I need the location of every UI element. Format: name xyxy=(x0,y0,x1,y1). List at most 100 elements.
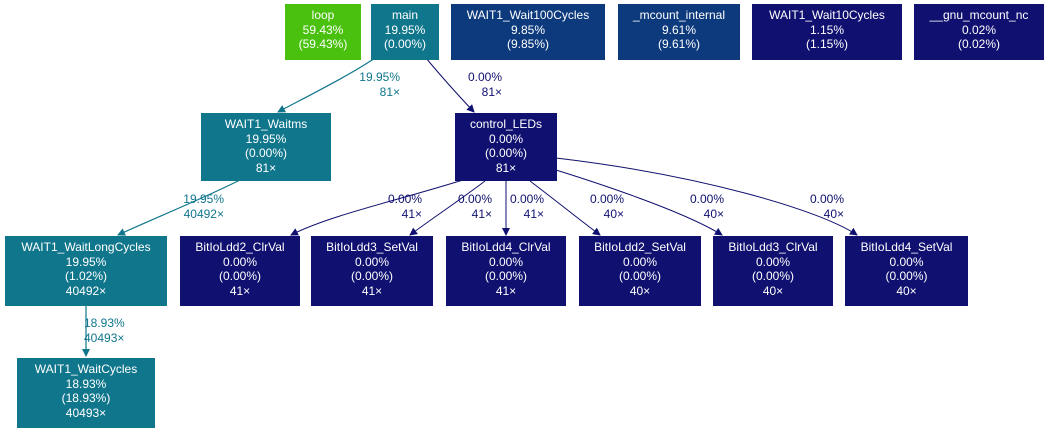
node-gnu-mcount-nc[interactable]: __gnu_mcount_nc 0.02% (0.02%) xyxy=(914,4,1044,60)
node-wait10cycles-name: WAIT1_Wait10Cycles xyxy=(769,8,885,22)
edge-label-main-waitms-calls: 81× xyxy=(379,84,400,99)
node-bitioldd3-setval-calls: 41× xyxy=(361,283,383,298)
node-bitioldd3-clrval-name: BitIoLdd3_ClrVal xyxy=(728,240,818,254)
node-bitioldd4-clrval-total: 0.00% xyxy=(488,254,524,269)
node-wait10cycles[interactable]: WAIT1_Wait10Cycles 1.15% (1.15%) xyxy=(752,4,902,60)
edge-label-control-bit3set: 0.00% 41× xyxy=(446,192,492,221)
node-bitioldd4-clrval-name: BitIoLdd4_ClrVal xyxy=(461,240,551,254)
edge-control-bit3set xyxy=(409,180,486,236)
edge-label-control-bit4set-pct: 0.00% xyxy=(809,192,844,206)
node-bitioldd2-setval-calls: 40× xyxy=(629,283,651,298)
node-control-leds-calls: 81× xyxy=(495,160,517,175)
node-bitioldd3-setval-total: 0.00% xyxy=(354,254,390,269)
edge-label-control-bit2clr-pct: 0.00% xyxy=(387,192,422,206)
node-bitioldd3-clrval[interactable]: BitIoLdd3_ClrVal 0.00% (0.00%) 40× xyxy=(713,236,833,306)
node-bitioldd3-clrval-self: (0.00%) xyxy=(751,269,795,283)
edge-label-control-bit4clr: 0.00% 41× xyxy=(498,192,544,221)
node-mcount-internal[interactable]: _mcount_internal 9.61% (9.61%) xyxy=(618,4,740,60)
node-control-leds-name: control_LEDs xyxy=(469,117,543,131)
node-main[interactable]: main 19.95% (0.00%) xyxy=(371,4,439,60)
node-bitioldd2-clrval[interactable]: BitIoLdd2_ClrVal 0.00% (0.00%) 41× xyxy=(180,236,300,306)
node-bitioldd4-clrval-calls: 41× xyxy=(495,283,517,298)
node-bitioldd3-clrval-total: 0.00% xyxy=(755,254,791,269)
edge-label-control-bit3clr-calls: 40× xyxy=(703,206,724,221)
node-bitioldd4-clrval[interactable]: BitIoLdd4_ClrVal 0.00% (0.00%) 41× xyxy=(446,236,566,306)
edge-waitms-waitlong xyxy=(117,179,241,236)
edge-label-control-bit3clr-pct: 0.00% xyxy=(689,192,724,206)
edge-label-control-bit4set-calls: 40× xyxy=(823,206,844,221)
node-mcount-internal-name: _mcount_internal xyxy=(632,8,726,22)
edge-label-control-bit4clr-calls: 41× xyxy=(523,206,544,221)
node-waitlongcycles-calls: 40492× xyxy=(65,283,107,298)
node-bitioldd4-setval-self: (0.00%) xyxy=(885,269,928,283)
node-loop-name: loop xyxy=(311,8,335,22)
node-waitms-self: (0.00%) xyxy=(244,146,288,160)
edge-label-control-bit2clr: 0.00% 41× xyxy=(376,192,422,221)
edge-main-control-leds xyxy=(425,57,475,113)
node-waitms-calls: 81× xyxy=(255,160,277,175)
node-waitcycles-name: WAIT1_WaitCycles xyxy=(34,362,138,376)
node-bitioldd2-setval[interactable]: BitIoLdd2_SetVal 0.00% (0.00%) 40× xyxy=(579,236,701,306)
node-bitioldd4-setval-total: 0.00% xyxy=(889,254,924,269)
edge-label-control-bit2set-pct: 0.00% xyxy=(589,192,624,206)
edge-label-control-bit3clr: 0.00% 40× xyxy=(678,192,724,221)
node-bitioldd3-setval-self: (0.00%) xyxy=(350,269,394,283)
node-gnu-mcount-nc-self: (0.02%) xyxy=(957,37,1001,51)
edge-control-bit4set xyxy=(555,157,858,236)
node-bitioldd3-clrval-calls: 40× xyxy=(762,283,784,298)
node-control-leds[interactable]: control_LEDs 0.00% (0.00%) 81× xyxy=(455,113,557,181)
node-bitioldd2-setval-self: (0.00%) xyxy=(618,269,662,283)
node-bitioldd4-setval-name: BitIoLdd4_SetVal xyxy=(860,240,953,254)
node-waitms-total: 19.95% xyxy=(245,131,287,146)
node-waitms[interactable]: WAIT1_Waitms 19.95% (0.00%) 81× xyxy=(201,113,331,181)
node-waitlongcycles-total: 19.95% xyxy=(65,254,107,269)
node-loop[interactable]: loop 59.43% (59.43%) xyxy=(285,4,361,60)
edge-main-waitms xyxy=(277,57,376,113)
node-control-leds-total: 0.00% xyxy=(488,131,524,146)
node-loop-self: (59.43%) xyxy=(298,37,348,51)
node-main-name: main xyxy=(391,8,418,22)
node-wait10cycles-self: (1.15%) xyxy=(805,37,849,51)
node-gnu-mcount-nc-name: __gnu_mcount_nc xyxy=(929,8,1029,22)
edge-label-control-bit3set-pct: 0.00% xyxy=(457,192,492,206)
node-bitioldd2-clrval-calls: 41× xyxy=(229,283,251,298)
node-waitms-name: WAIT1_Waitms xyxy=(224,117,308,131)
node-bitioldd3-setval-name: BitIoLdd3_SetVal xyxy=(326,240,418,254)
node-waitcycles-total: 18.93% xyxy=(65,376,107,391)
edge-label-waitlong-waitcycles: 18.93% 40493× xyxy=(84,316,132,345)
node-gnu-mcount-nc-total: 0.02% xyxy=(961,22,997,37)
node-mcount-internal-total: 9.61% xyxy=(661,22,697,37)
edge-label-control-bit2set-calls: 40× xyxy=(603,206,624,221)
edge-label-main-control: 0.00% 81× xyxy=(456,70,502,99)
node-waitlongcycles-name: WAIT1_WaitLongCycles xyxy=(21,240,151,254)
node-bitioldd2-setval-name: BitIoLdd2_SetVal xyxy=(594,240,686,254)
edge-label-waitms-waitlong-pct: 19.95% xyxy=(183,192,224,206)
node-wait100cycles-name: WAIT1_Wait100Cycles xyxy=(466,8,590,22)
node-bitioldd2-clrval-total: 0.00% xyxy=(222,254,258,269)
edge-label-control-bit3set-calls: 41× xyxy=(471,206,492,221)
node-wait100cycles-self: (9.85%) xyxy=(506,37,550,51)
edge-label-waitlong-waitcycles-pct: 18.93% xyxy=(84,316,125,330)
node-bitioldd4-clrval-self: (0.00%) xyxy=(484,269,528,283)
edge-label-control-bit4clr-pct: 0.00% xyxy=(509,192,544,206)
node-waitlongcycles[interactable]: WAIT1_WaitLongCycles 19.95% (1.02%) 4049… xyxy=(5,236,167,306)
node-mcount-internal-self: (9.61%) xyxy=(657,37,701,51)
node-wait10cycles-total: 1.15% xyxy=(809,22,845,37)
edge-label-main-waitms: 19.95% 81× xyxy=(350,70,400,99)
node-main-total: 19.95% xyxy=(384,22,426,37)
node-bitioldd2-setval-total: 0.00% xyxy=(622,254,658,269)
node-waitcycles-calls: 40493× xyxy=(65,405,107,420)
node-bitioldd4-setval[interactable]: BitIoLdd4_SetVal 0.00% (0.00%) 40× xyxy=(845,236,968,306)
edge-label-waitms-waitlong: 19.95% 40492× xyxy=(170,192,224,221)
node-bitioldd4-setval-calls: 40× xyxy=(896,283,917,298)
node-bitioldd3-setval[interactable]: BitIoLdd3_SetVal 0.00% (0.00%) 41× xyxy=(311,236,433,306)
node-waitcycles[interactable]: WAIT1_WaitCycles 18.93% (18.93%) 40493× xyxy=(17,358,155,428)
node-waitlongcycles-self: (1.02%) xyxy=(64,269,108,283)
node-wait100cycles[interactable]: WAIT1_Wait100Cycles 9.85% (9.85%) xyxy=(451,4,605,60)
edge-control-bit3clr xyxy=(555,169,723,236)
node-main-self: (0.00%) xyxy=(383,37,427,51)
edge-label-waitlong-waitcycles-calls: 40493× xyxy=(84,330,125,345)
edge-label-waitms-waitlong-calls: 40492× xyxy=(183,206,224,221)
edge-label-main-control-pct: 0.00% xyxy=(467,70,502,84)
